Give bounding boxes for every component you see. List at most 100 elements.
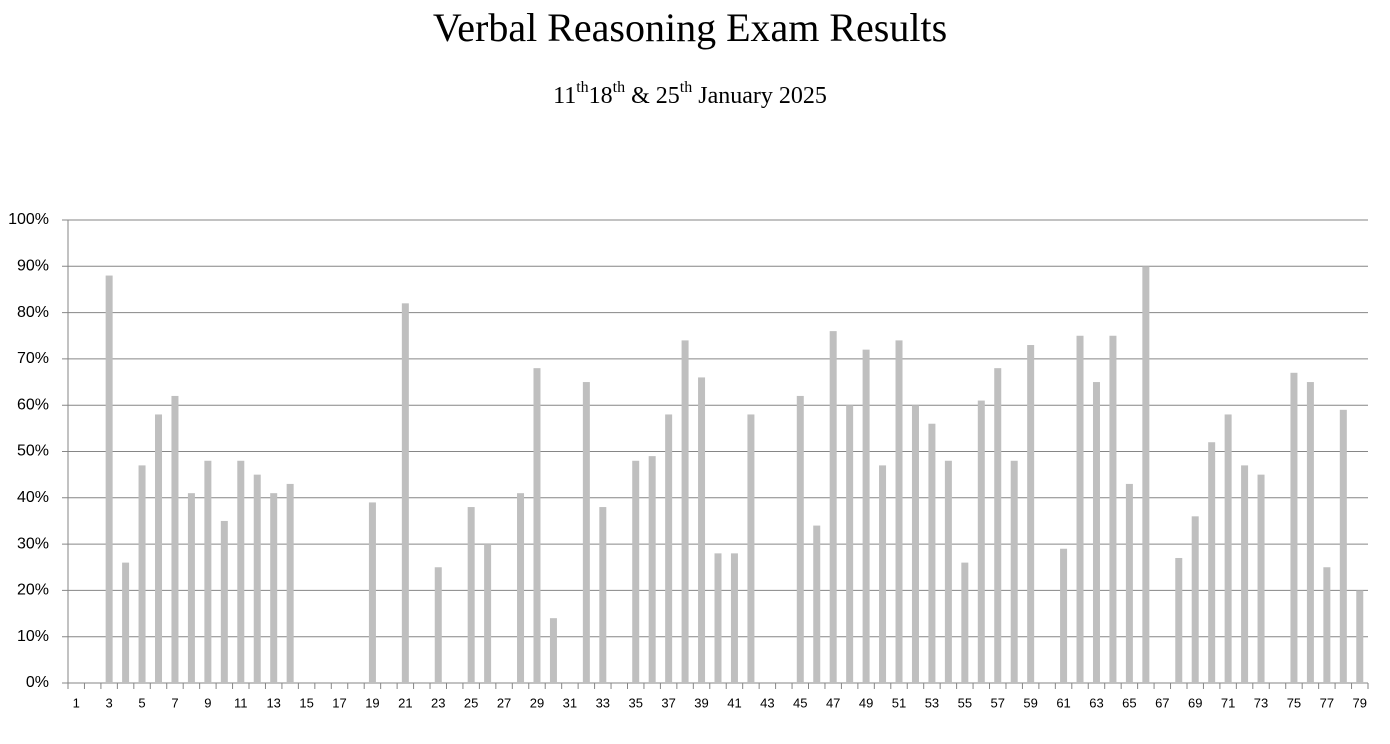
bar (1257, 474, 1265, 683)
subtitle-text: & 25 (625, 83, 680, 109)
y-tick-label: 10% (17, 628, 49, 645)
y-tick-label: 0% (26, 674, 49, 691)
x-tick-label: 15 (299, 695, 313, 710)
x-tick-label: 3 (106, 695, 113, 710)
bar (796, 395, 804, 683)
bar (368, 502, 376, 683)
bar (517, 493, 525, 683)
x-tick-label: 21 (398, 695, 412, 710)
y-tick-label: 30% (17, 535, 49, 552)
x-tick-label: 27 (497, 695, 511, 710)
bar (879, 465, 887, 683)
x-tick-label: 45 (793, 695, 807, 710)
x-tick-label: 59 (1023, 695, 1037, 710)
chart-subtitle: 11th18th & 25th January 2025 (553, 79, 827, 108)
bar (1241, 465, 1249, 683)
subtitle-text: 18 (589, 83, 613, 109)
x-tick-label: 55 (958, 695, 972, 710)
x-tick-label: 33 (596, 695, 610, 710)
x-tick-label: 41 (727, 695, 741, 710)
bar (846, 405, 854, 683)
bar (895, 340, 903, 683)
y-tick-label: 70% (17, 350, 49, 367)
bar (813, 525, 821, 683)
bar (1306, 382, 1314, 683)
bar (911, 405, 919, 683)
x-tick-label: 29 (530, 695, 544, 710)
bar (1060, 548, 1068, 683)
x-tick-label: 11 (234, 695, 248, 710)
bar (977, 400, 985, 683)
x-tick-label: 35 (628, 695, 642, 710)
bar (829, 331, 837, 683)
x-tick-label: 49 (859, 695, 873, 710)
bar (549, 618, 557, 683)
bar (1142, 266, 1150, 683)
bar (648, 456, 656, 683)
bar (220, 520, 228, 683)
bar (681, 340, 689, 683)
bar (1092, 382, 1100, 683)
bar (730, 553, 738, 683)
bar (187, 493, 195, 683)
bar (1339, 409, 1347, 683)
bar (434, 567, 442, 683)
x-tick-label: 73 (1254, 695, 1268, 710)
bar (138, 465, 146, 683)
y-tick-label: 50% (17, 443, 49, 460)
bar (155, 414, 163, 683)
superscript: th (613, 79, 625, 96)
chart-title: Verbal Reasoning Exam Results (433, 5, 947, 50)
bar (1125, 483, 1133, 683)
bar (1109, 335, 1117, 683)
bar (171, 395, 179, 683)
x-tick-label: 13 (266, 695, 280, 710)
y-tick-label: 90% (17, 258, 49, 275)
x-tick-label: 37 (661, 695, 675, 710)
bar (533, 368, 541, 683)
subtitle-text: 11 (553, 83, 576, 109)
bar (204, 460, 212, 683)
y-tick-label: 20% (17, 582, 49, 599)
x-tick-label: 1 (73, 695, 80, 710)
x-tick-label: 17 (332, 695, 346, 710)
x-tick-label: 79 (1353, 695, 1367, 710)
bar (270, 493, 278, 683)
y-tick-label: 40% (17, 489, 49, 506)
x-tick-label: 19 (365, 695, 379, 710)
bar (1191, 516, 1199, 683)
x-tick-label: 61 (1056, 695, 1070, 710)
x-tick-label: 77 (1320, 695, 1334, 710)
x-tick-label: 43 (760, 695, 774, 710)
bar (1224, 414, 1232, 683)
bar (401, 303, 409, 683)
x-tick-label: 57 (991, 695, 1005, 710)
superscript: th (680, 79, 692, 96)
bar (1290, 372, 1298, 683)
x-tick-label: 31 (563, 695, 577, 710)
bar (961, 562, 969, 683)
bar (253, 474, 261, 683)
x-tick-label: 39 (694, 695, 708, 710)
y-tick-label: 80% (17, 304, 49, 321)
bar (237, 460, 245, 683)
bar (1356, 590, 1364, 683)
bar (582, 382, 590, 683)
bar (122, 562, 130, 683)
x-tick-label: 69 (1188, 695, 1202, 710)
x-tick-label: 9 (204, 695, 211, 710)
bar (1010, 460, 1018, 683)
x-tick-label: 47 (826, 695, 840, 710)
bar (484, 544, 492, 683)
x-tick-label: 67 (1155, 695, 1169, 710)
bar (599, 507, 607, 683)
x-tick-label: 71 (1221, 695, 1235, 710)
bar (698, 377, 706, 683)
bar (1175, 557, 1183, 683)
x-tick-label: 63 (1089, 695, 1103, 710)
bar (747, 414, 755, 683)
bar (467, 507, 475, 683)
y-tick-label: 60% (17, 396, 49, 413)
superscript: th (576, 79, 588, 96)
